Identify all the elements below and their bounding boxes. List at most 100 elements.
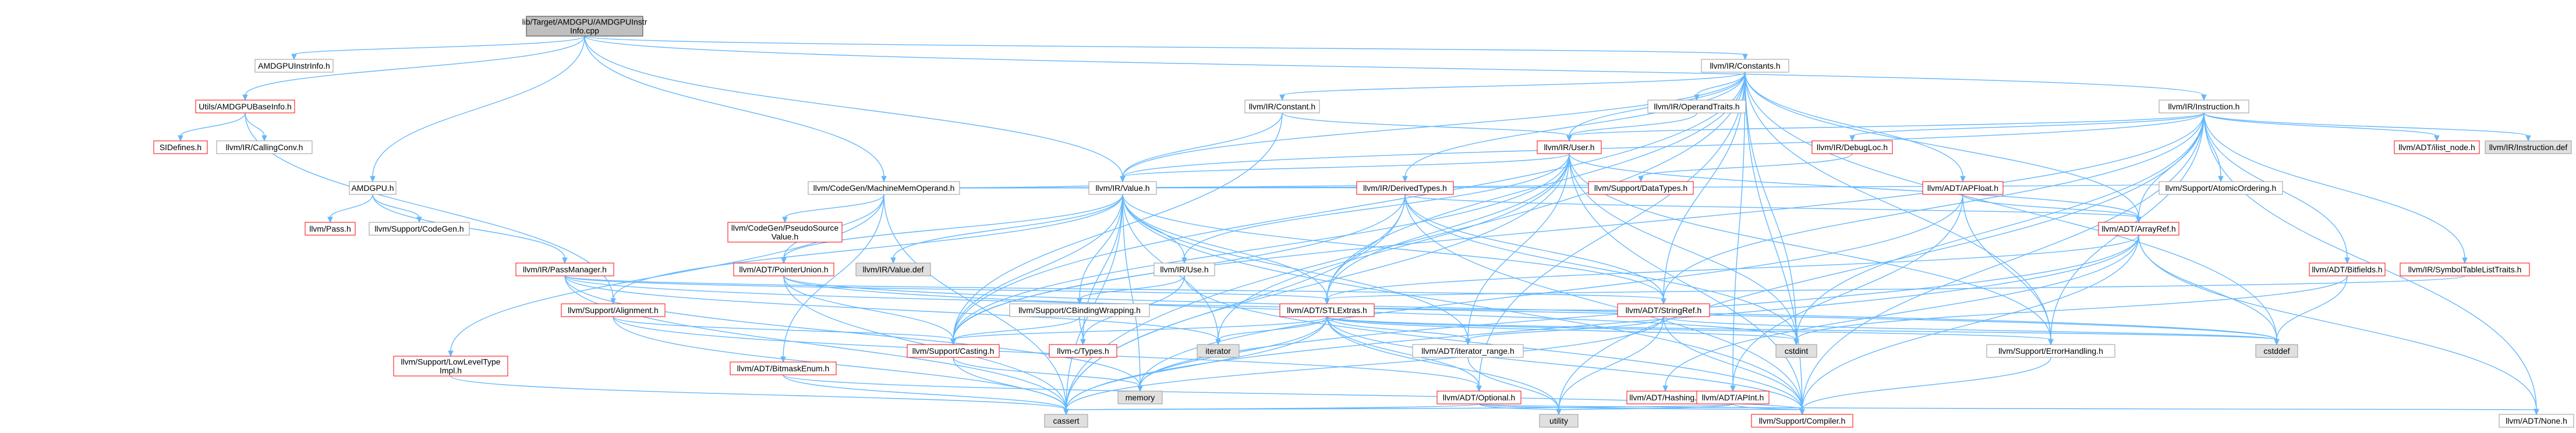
- node-cassert[interactable]: cassert: [1044, 414, 1088, 428]
- node-constant[interactable]: llvm/IR/Constant.h: [1244, 100, 1320, 113]
- node-label: llvm/CodeGen/PseudoSource: [731, 223, 839, 233]
- node-sidefines[interactable]: SIDefines.h: [153, 140, 208, 154]
- node-amdgpu_h[interactable]: AMDGPU.h: [349, 181, 397, 195]
- node-utils_baseinfo[interactable]: Utils/AMDGPUBaseInfo.h: [195, 100, 295, 113]
- edge-root-to-constants: [584, 36, 1748, 61]
- node-errorhandling[interactable]: llvm/Support/ErrorHandling.h: [1986, 344, 2115, 358]
- node-label: SIDefines.h: [160, 143, 201, 152]
- edges-layer: [178, 36, 2539, 416]
- node-instruction_def[interactable]: llvm/IR/Instruction.def: [2485, 140, 2572, 154]
- edge-user-to-value: [1120, 153, 1570, 183]
- node-atomicordering[interactable]: llvm/Support/AtomicOrdering.h: [2159, 181, 2283, 195]
- node-cstddef[interactable]: cstddef: [2255, 344, 2298, 358]
- node-pass_h[interactable]: llvm/Pass.h: [305, 222, 356, 236]
- node-box: [2394, 140, 2480, 154]
- node-bitmaskenum[interactable]: llvm/ADT/BitmaskEnum.h: [730, 361, 837, 375]
- edge-stringref-to-iter_range: [1465, 316, 1664, 346]
- node-apint[interactable]: llvm/ADT/APInt.h: [1696, 391, 1770, 404]
- node-operandtraits[interactable]: llvm/IR/OperandTraits.h: [1647, 100, 1746, 113]
- node-box: [1811, 140, 1893, 154]
- node-label: llvm/IR/Constant.h: [1249, 102, 1315, 111]
- edge-stlextras-to-casting: [950, 316, 1328, 346]
- node-apfloat[interactable]: llvm/ADT/APFloat.h: [1922, 181, 2004, 195]
- edge-root-to-amdgpu_h: [370, 36, 585, 183]
- node-optional[interactable]: llvm/ADT/Optional.h: [1436, 391, 1521, 404]
- node-label: llvm/CodeGen/MachineMemOperand.h: [813, 183, 955, 193]
- node-pointerunion[interactable]: llvm/ADT/PointerUnion.h: [733, 262, 834, 276]
- node-box: [2309, 262, 2386, 276]
- node-label: llvm/IR/Instruction.h: [2168, 102, 2240, 111]
- node-label: llvm/ADT/STLExtras.h: [1287, 306, 1367, 315]
- node-stringref[interactable]: llvm/ADT/StringRef.h: [1617, 303, 1710, 317]
- edge-use-to-cbinding: [1077, 275, 1185, 305]
- node-utility[interactable]: utility: [1539, 414, 1579, 428]
- node-box: [907, 344, 1000, 358]
- edge-arrayref-to-cstddef: [2138, 235, 2280, 346]
- node-label: llvm/IR/DerivedTypes.h: [1363, 183, 1447, 193]
- node-label: llvm/IR/Instruction.def: [2489, 143, 2568, 152]
- node-none_h[interactable]: llvm/ADT/None.h: [2499, 414, 2574, 428]
- edge-bitfields-to-cstddef: [2274, 275, 2348, 346]
- node-cbinding[interactable]: llvm/Support/CBindingWrapping.h: [1009, 303, 1150, 317]
- node-compiler[interactable]: llvm/Support/Compiler.h: [1751, 414, 1853, 428]
- node-label: llvm/IR/Value.def: [863, 265, 924, 274]
- node-label: llvm/ADT/BitmaskEnum.h: [737, 364, 830, 373]
- node-instruction[interactable]: llvm/IR/Instruction.h: [2159, 100, 2249, 113]
- node-box: [195, 100, 295, 113]
- node-label: llvm/Support/CodeGen.h: [374, 224, 463, 233]
- node-use[interactable]: llvm/IR/Use.h: [1153, 262, 1215, 276]
- edge-symtraits-to-stlextras: [1324, 275, 2465, 305]
- node-box: [733, 262, 834, 276]
- node-label: Utils/AMDGPUBaseInfo.h: [199, 102, 292, 111]
- node-arrayref[interactable]: llvm/ADT/ArrayRef.h: [2098, 222, 2179, 236]
- node-hashing[interactable]: llvm/ADT/Hashing.h: [1626, 391, 1704, 404]
- node-codegen_h[interactable]: llvm/Support/CodeGen.h: [369, 222, 470, 236]
- edge-value-to-stlextras: [1122, 194, 1330, 305]
- node-stlextras[interactable]: llvm/ADT/STLExtras.h: [1279, 303, 1375, 317]
- node-iter_range[interactable]: llvm/ADT/iterator_range.h: [1412, 344, 1524, 358]
- node-value[interactable]: llvm/IR/Value.h: [1088, 181, 1157, 195]
- edge-lowleveltype-to-cassert: [450, 375, 1069, 416]
- node-label: memory: [1126, 393, 1155, 402]
- node-symtraits[interactable]: llvm/IR/SymbolTableListTraits.h: [2400, 262, 2530, 276]
- node-root[interactable]: lib/Target/AMDGPU/AMDGPUInstrInfo.cpp: [522, 16, 647, 37]
- node-bitfields[interactable]: llvm/ADT/Bitfields.h: [2309, 262, 2386, 276]
- edge-stlextras-to-iter_range: [1326, 316, 1471, 346]
- node-callingconv[interactable]: llvm/IR/CallingConv.h: [216, 140, 313, 154]
- node-mmo[interactable]: llvm/CodeGen/MachineMemOperand.h: [808, 181, 960, 195]
- edge-stlextras-to-iterator: [1215, 316, 1328, 346]
- node-casting[interactable]: llvm/Support/Casting.h: [907, 344, 1000, 358]
- edge-apfloat-to-apint: [1730, 194, 1963, 392]
- node-debugloc[interactable]: llvm/IR/DebugLoc.h: [1811, 140, 1893, 154]
- edge-constants-to-derivedtypes: [1402, 72, 1746, 183]
- node-label: llvm/IR/OperandTraits.h: [1654, 102, 1739, 111]
- node-memory[interactable]: memory: [1117, 391, 1163, 404]
- edge-passmanager-to-memory: [564, 275, 1143, 392]
- node-label: Info.cpp: [570, 26, 599, 36]
- node-alignment[interactable]: llvm/Support/Alignment.h: [561, 303, 666, 317]
- edge-constants-to-cassert: [1063, 72, 1746, 416]
- node-cstdint[interactable]: cstdint: [1775, 344, 1817, 358]
- node-ilist_node[interactable]: llvm/ADT/ilist_node.h: [2394, 140, 2480, 154]
- node-box: [1922, 181, 2004, 195]
- node-passmanager[interactable]: llvm/IR/PassManager.h: [515, 262, 614, 276]
- node-instrinfo_h[interactable]: AMDGPUInstrInfo.h: [254, 59, 334, 73]
- node-iterator[interactable]: iterator: [1197, 344, 1240, 358]
- node-label: llvm/Support/CBindingWrapping.h: [1018, 306, 1141, 315]
- node-label: Value.h: [772, 232, 798, 242]
- node-constants[interactable]: llvm/IR/Constants.h: [1701, 59, 1789, 73]
- node-ctypes[interactable]: llvm-c/Types.h: [1049, 344, 1117, 358]
- node-value_def[interactable]: llvm/IR/Value.def: [855, 262, 931, 276]
- node-datatypes[interactable]: llvm/Support/DataTypes.h: [1588, 181, 1694, 195]
- node-box: [526, 16, 643, 37]
- node-box: [2098, 222, 2179, 236]
- node-box: [153, 140, 208, 154]
- node-box: [1279, 303, 1375, 317]
- edge-arrayref-to-none_h: [2138, 235, 2539, 416]
- node-derivedtypes[interactable]: llvm/IR/DerivedTypes.h: [1356, 181, 1454, 195]
- edge-instruction-to-utility: [1556, 112, 2205, 416]
- node-box: [1088, 181, 1157, 195]
- node-user[interactable]: llvm/IR/User.h: [1537, 140, 1602, 154]
